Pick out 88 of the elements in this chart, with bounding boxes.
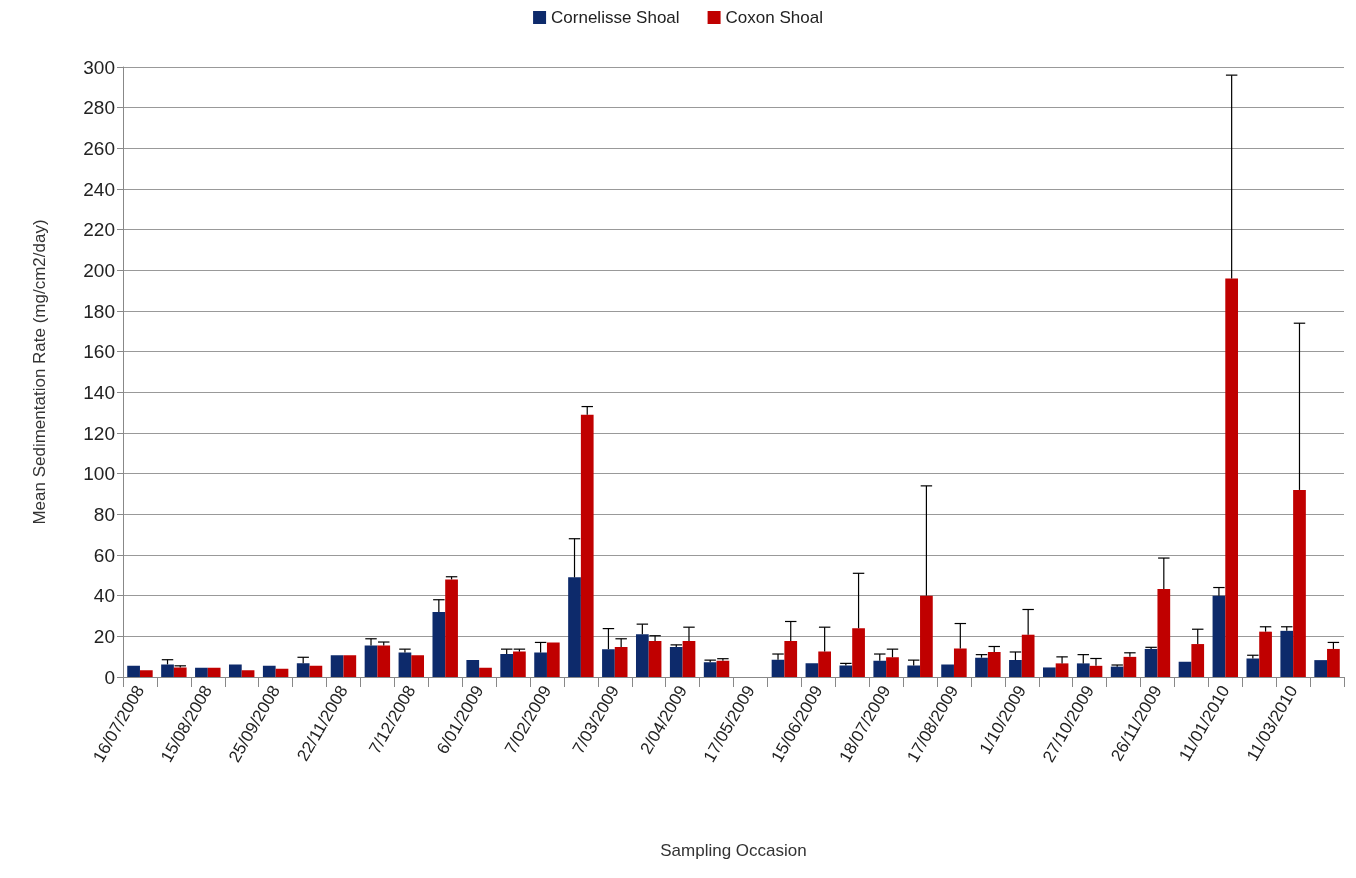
bar xyxy=(228,664,242,677)
bar xyxy=(500,654,514,677)
bar xyxy=(330,655,344,677)
bar xyxy=(513,651,526,677)
bar xyxy=(941,664,954,677)
bar xyxy=(173,667,187,677)
bar xyxy=(1225,278,1239,677)
x-axis-title: Sampling Occasion xyxy=(660,841,807,860)
y-tick-label: 280 xyxy=(83,97,115,119)
bar xyxy=(614,646,628,677)
y-tick-label: 80 xyxy=(93,503,115,525)
bar xyxy=(546,642,560,677)
y-tick-label: 100 xyxy=(83,463,115,485)
bar xyxy=(466,660,480,677)
bar xyxy=(377,645,391,677)
bar xyxy=(873,660,887,677)
bar xyxy=(1144,648,1158,677)
bar xyxy=(920,595,933,677)
bar xyxy=(1055,663,1069,677)
bar xyxy=(275,668,289,677)
bar xyxy=(1123,656,1137,677)
bar xyxy=(1280,630,1294,677)
bar xyxy=(784,641,798,677)
bar xyxy=(139,670,153,677)
y-tick-label: 200 xyxy=(83,259,115,281)
y-tick-label: 140 xyxy=(83,381,115,403)
bar xyxy=(1314,660,1328,677)
bar xyxy=(127,665,140,677)
bar xyxy=(839,665,853,677)
bar xyxy=(580,414,594,677)
bar xyxy=(411,655,425,677)
bar xyxy=(1110,666,1124,677)
y-tick-label: 160 xyxy=(83,341,115,363)
bar xyxy=(1009,660,1022,677)
y-tick-label: 180 xyxy=(83,300,115,322)
bar xyxy=(343,655,357,677)
bar xyxy=(1212,595,1226,677)
bar xyxy=(852,628,865,677)
bar xyxy=(602,649,615,677)
bar xyxy=(432,611,446,677)
bar xyxy=(1089,665,1103,677)
bar xyxy=(262,665,276,677)
bar xyxy=(648,641,662,677)
bar xyxy=(1157,588,1171,677)
bar xyxy=(207,667,221,677)
bar xyxy=(635,634,649,677)
y-tick-label: 20 xyxy=(93,625,115,647)
bar xyxy=(805,663,819,677)
bar xyxy=(241,670,255,677)
bar xyxy=(1246,658,1260,677)
bar xyxy=(195,667,208,677)
y-tick-label: 220 xyxy=(83,219,115,241)
bar xyxy=(398,652,412,677)
y-tick-label: 60 xyxy=(93,544,115,566)
y-tick-label: 40 xyxy=(93,585,115,607)
bar xyxy=(669,646,683,677)
y-tick-label: 300 xyxy=(83,56,115,78)
bar xyxy=(975,657,988,677)
y-tick-label: 240 xyxy=(83,178,115,200)
bar xyxy=(296,663,310,677)
bar xyxy=(1259,631,1272,677)
bar xyxy=(771,659,785,677)
bar xyxy=(445,579,458,677)
bar xyxy=(1178,661,1192,677)
bar xyxy=(1191,644,1205,677)
bar xyxy=(309,665,323,677)
bar xyxy=(886,657,899,677)
bar xyxy=(479,667,492,677)
bar xyxy=(1327,648,1340,677)
bar xyxy=(682,641,696,677)
bar xyxy=(1076,663,1090,677)
bar xyxy=(1293,489,1306,677)
bar xyxy=(534,652,547,677)
y-axis-title: Mean Sedimentation Rate (mg/cm2/day) xyxy=(30,219,49,525)
y-tick-label: 260 xyxy=(83,137,115,159)
bar xyxy=(568,577,581,677)
bar xyxy=(987,651,1001,677)
y-tick-label: 120 xyxy=(83,422,115,444)
y-tick-label: 0 xyxy=(104,666,115,688)
bar xyxy=(907,665,921,677)
bar xyxy=(161,664,174,677)
legend-label: Coxon Shoal xyxy=(725,8,823,27)
bar xyxy=(818,651,832,677)
bar xyxy=(1021,634,1035,677)
legend-label: Cornelisse Shoal xyxy=(551,8,680,27)
bar xyxy=(364,645,378,677)
bar xyxy=(1042,667,1056,677)
bar xyxy=(953,648,967,677)
